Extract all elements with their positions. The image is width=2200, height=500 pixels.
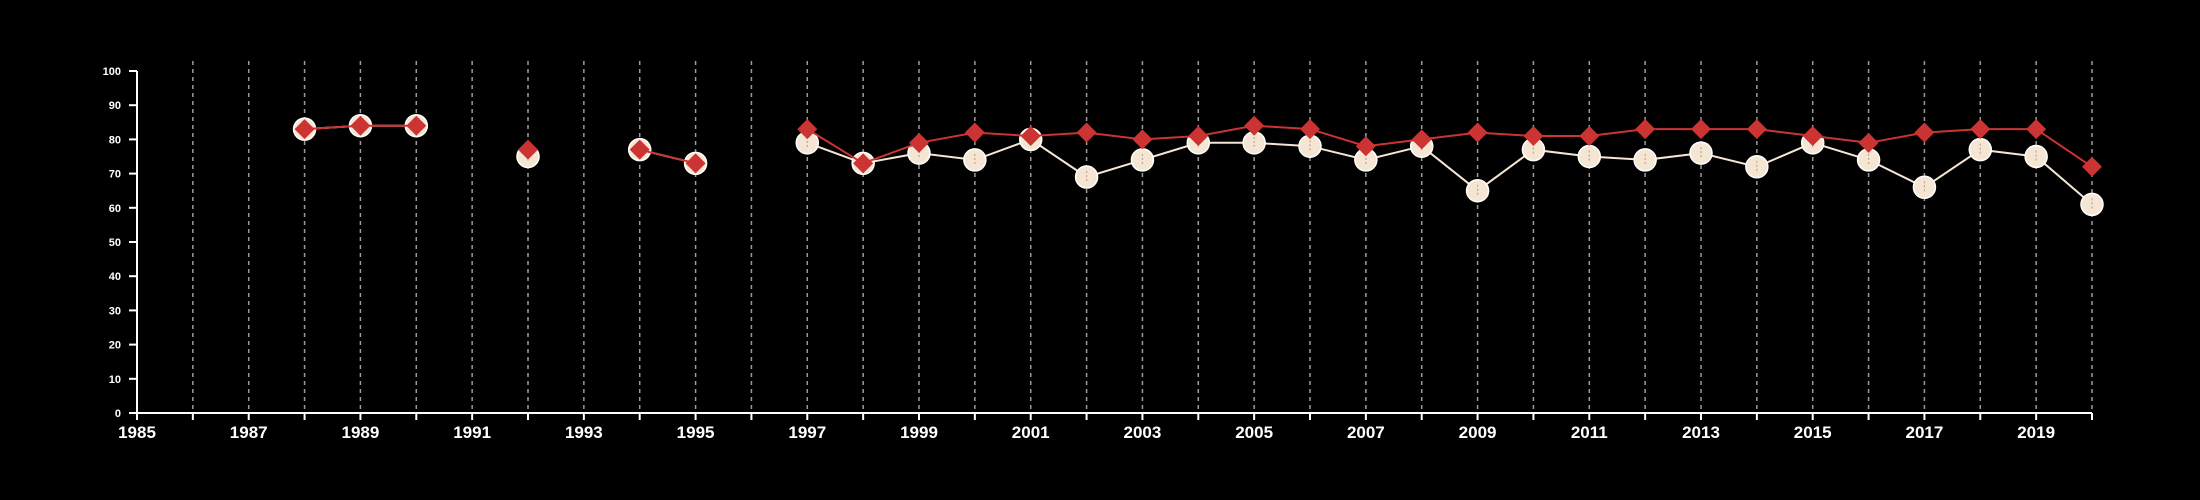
x-tick-label: 1989: [342, 423, 380, 442]
y-tick-label: 80: [109, 134, 121, 146]
series-point: [1300, 119, 1320, 140]
x-tick-label: 1999: [900, 423, 938, 442]
x-tick-label: 2015: [1794, 423, 1832, 442]
series-point: [1914, 122, 1935, 143]
x-tick-label: 2005: [1235, 423, 1273, 442]
y-tick-label: 70: [109, 169, 121, 181]
y-tick-label: 20: [109, 340, 121, 352]
series-point: [1858, 132, 1879, 153]
series-point: [2082, 156, 2102, 177]
series-line: [806, 138, 2093, 206]
series-point: [1132, 129, 1153, 150]
series-line: [639, 148, 696, 165]
y-tick-label: 60: [109, 203, 121, 215]
x-tick-label: 1993: [565, 423, 603, 442]
series-point: [1635, 119, 1656, 140]
y-tick-label: 100: [103, 66, 121, 78]
x-tick-label: 2017: [1906, 423, 1944, 442]
x-tick-label: 2007: [1347, 423, 1385, 442]
series-point: [1523, 125, 1544, 146]
series-point: [797, 119, 818, 140]
y-tick-label: 0: [115, 408, 121, 420]
series-point: [853, 153, 874, 174]
series-point: [1355, 136, 1376, 157]
series-point: [909, 132, 929, 153]
series-point: [1802, 125, 1823, 146]
y-tick-label: 90: [109, 100, 121, 112]
x-tick-label: 1987: [230, 423, 268, 442]
series-point: [1970, 119, 1991, 140]
series-layer: [292, 113, 2104, 217]
series-point: [406, 115, 427, 136]
series-point: [350, 115, 371, 136]
series-point: [629, 139, 650, 160]
x-tick-label: 2009: [1459, 423, 1497, 442]
series-point: [1188, 125, 1209, 146]
series-point: [1020, 125, 1041, 146]
x-tick-label: 2003: [1124, 423, 1162, 442]
series-point: [1579, 125, 1600, 146]
series-point: [518, 139, 538, 160]
x-tick-label: 1997: [788, 423, 826, 442]
x-tick-label: 2011: [1571, 423, 1608, 442]
series-point: [1076, 122, 1097, 143]
series-point: [1244, 115, 1265, 136]
series-point: [2026, 119, 2047, 140]
series-point: [1467, 122, 1488, 143]
x-tick-label: 1995: [677, 423, 715, 442]
y-tick-label: 10: [109, 374, 121, 386]
series-point: [1746, 119, 1767, 140]
series-line: [806, 124, 2093, 168]
series-point: [964, 122, 985, 143]
x-tick-label: 1985: [118, 423, 156, 442]
x-tick-label: 2019: [2017, 423, 2055, 442]
y-tick-label: 40: [109, 271, 121, 283]
x-tick-label: 2013: [1682, 423, 1720, 442]
x-tick-label: 1991: [453, 423, 491, 442]
series-point: [685, 153, 706, 174]
grid-layer: [192, 61, 2093, 413]
series-point: [1411, 129, 1432, 150]
series-point: [1691, 119, 1711, 140]
y-tick-label: 30: [109, 305, 121, 317]
series-point: [294, 119, 315, 140]
axis-layer: 0 10 20 30 40 50 60 70 80 90 100 1985 1987 1989 1991 19…: [103, 66, 2093, 442]
x-tick-label: 2001: [1012, 423, 1050, 442]
y-tick-label: 50: [109, 237, 121, 249]
